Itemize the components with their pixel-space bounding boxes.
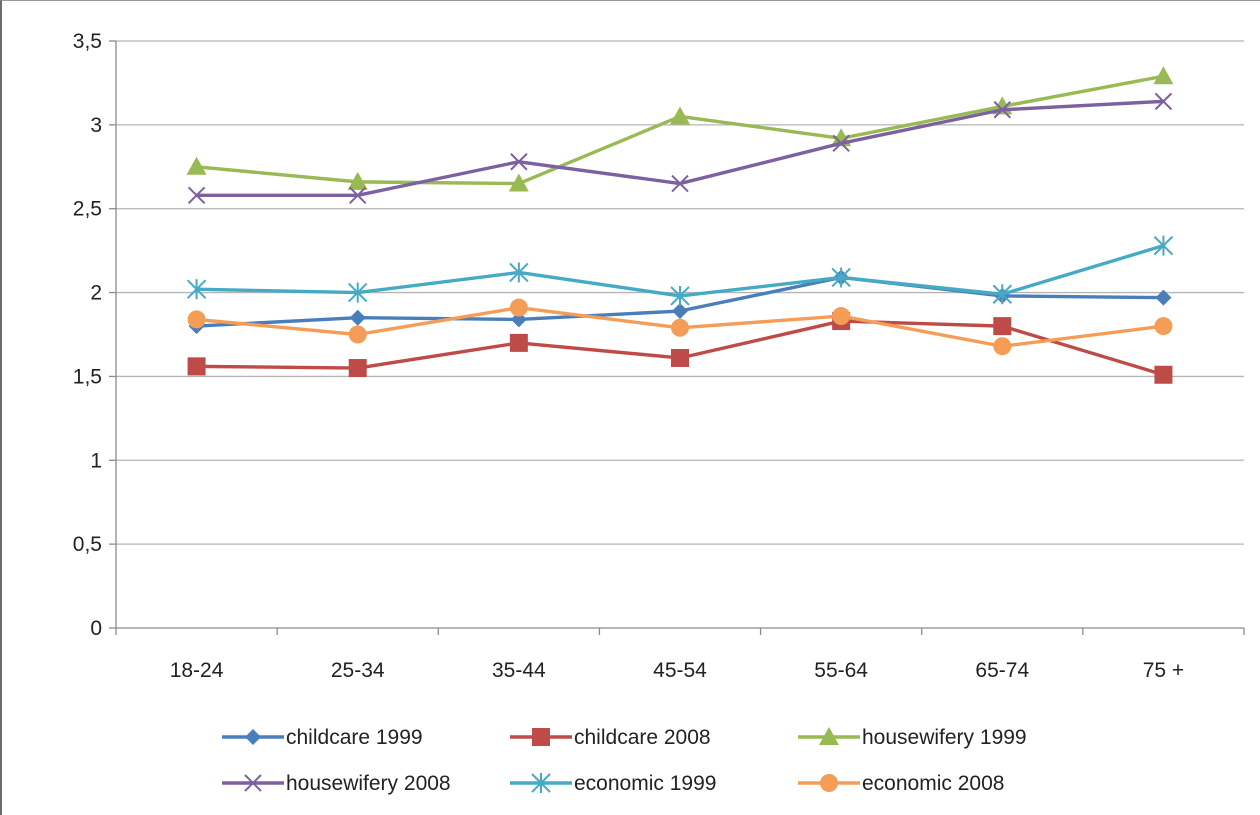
legend-item: housewifery 2008 [222, 772, 451, 795]
data-point [1154, 92, 1173, 111]
legend-marker [532, 728, 550, 746]
x-tick-label: 55-64 [814, 659, 868, 682]
data-point [508, 173, 529, 192]
marker-stroke [349, 186, 367, 205]
legend-marker [244, 774, 262, 792]
data-point [187, 310, 206, 329]
data-point [1155, 289, 1172, 306]
series-5 [187, 298, 1173, 356]
legend-label: economic 2008 [862, 772, 1004, 795]
series-2 [186, 66, 1174, 192]
data-point [671, 318, 689, 337]
data-point [349, 309, 366, 326]
legend-item: housewifery 1999 [798, 726, 1027, 749]
data-point [670, 106, 690, 125]
data-point [348, 325, 367, 344]
data-point [671, 348, 689, 367]
y-tick-label: 1 [90, 449, 102, 472]
data-point [832, 307, 851, 326]
x-tick-label: 65-74 [975, 659, 1029, 682]
y-tick-label: 0,5 [73, 533, 102, 556]
legend-label: housewifery 1999 [862, 726, 1027, 749]
data-point [348, 282, 368, 303]
data-point [1153, 235, 1174, 256]
data-point [670, 285, 690, 306]
data-point [1153, 66, 1174, 85]
legend-marker [531, 773, 551, 793]
x-tick-label: 45-54 [653, 659, 707, 682]
legend-marker [820, 774, 838, 792]
marker-stroke [671, 174, 689, 193]
series-4 [186, 235, 1174, 306]
marker-stroke [993, 101, 1011, 119]
axes: 0 0,5 1 1,5 2 2,5 3 3,5 18-24 25-34 35-44 45-54 55-6… [73, 30, 1245, 682]
legend-marker [819, 727, 839, 745]
data-point [672, 303, 688, 320]
data-point [186, 156, 207, 175]
data-point [509, 262, 529, 283]
y-tick-label: 2,5 [73, 198, 102, 221]
data-point [992, 284, 1012, 305]
x-tick-label: 35-44 [492, 659, 546, 682]
data-point [347, 171, 368, 190]
data-point [509, 298, 528, 317]
data-point [348, 359, 367, 378]
y-tick-label: 0 [90, 617, 102, 640]
legend-item: childcare 2008 [510, 726, 711, 749]
data-point [1154, 365, 1173, 384]
legend-item: childcare 1999 [222, 726, 423, 749]
legend-item: economic 2008 [798, 772, 1004, 795]
marker-stroke [187, 186, 206, 205]
marker-stroke [510, 153, 528, 171]
data-point [509, 333, 528, 352]
legend-label: economic 1999 [574, 772, 716, 795]
marker-stroke [244, 774, 262, 792]
data-point [349, 186, 367, 205]
y-tick-label: 2 [90, 282, 102, 305]
x-tick-label: 25-34 [331, 659, 385, 682]
data-point [187, 357, 206, 376]
x-tick-label: 18-24 [170, 659, 224, 682]
legend-label: housewifery 2008 [286, 772, 451, 795]
legend-marker [245, 729, 261, 745]
data-point [510, 153, 528, 171]
legend: childcare 1999 childcare 2008 housewifery … [222, 726, 1027, 795]
series-line [196, 74, 1164, 186]
series-lines [186, 66, 1174, 384]
data-point [993, 337, 1012, 356]
legend-label: childcare 2008 [574, 726, 711, 749]
data-point [993, 101, 1011, 119]
marker-stroke [832, 134, 850, 153]
data-point [671, 174, 689, 193]
data-point [186, 279, 207, 300]
data-point [832, 134, 850, 153]
data-point [831, 267, 851, 288]
y-tick-label: 3 [90, 114, 102, 137]
x-tick-label: 75 + [1143, 659, 1184, 682]
legend-label: childcare 1999 [286, 726, 423, 749]
legend-item: economic 1999 [510, 772, 716, 795]
marker-stroke [1154, 92, 1173, 111]
y-tick-label: 3,5 [73, 30, 102, 53]
y-tick-label: 1,5 [73, 365, 102, 388]
data-point [187, 186, 206, 205]
series-3 [187, 92, 1173, 205]
data-point [1154, 317, 1173, 336]
data-point [993, 317, 1012, 336]
